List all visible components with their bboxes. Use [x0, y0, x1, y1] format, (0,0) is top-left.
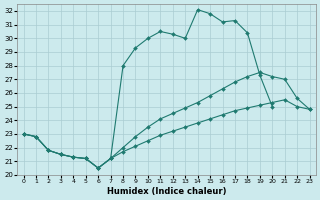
X-axis label: Humidex (Indice chaleur): Humidex (Indice chaleur)	[107, 187, 226, 196]
